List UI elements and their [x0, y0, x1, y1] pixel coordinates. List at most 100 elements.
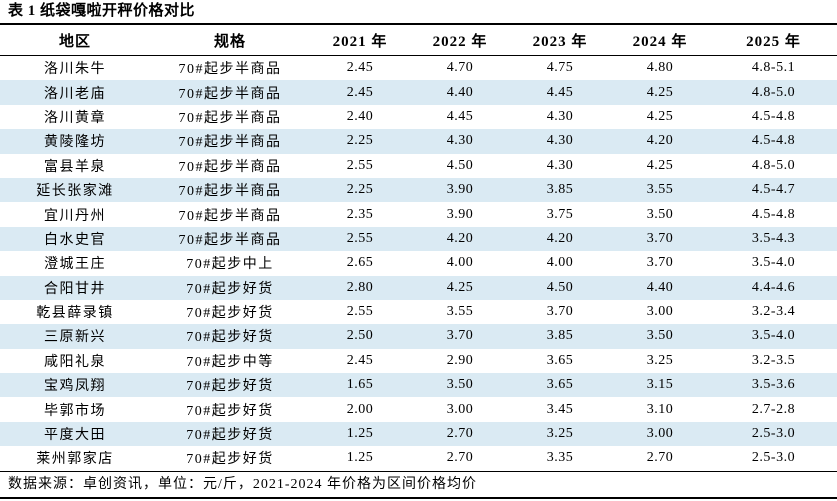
cell-region: 黄陵隆坊	[44, 135, 106, 151]
cell-price-2021: 2.55	[346, 304, 374, 320]
cell-price-2021: 2.55	[346, 157, 374, 173]
cell-spec: 70#起步半商品	[178, 208, 282, 224]
column-header-2025: 2025 年	[710, 24, 837, 56]
cell-price-2022: 4.30	[446, 133, 474, 149]
cell-region: 宜川丹州	[44, 208, 106, 224]
cell-region: 咸阳礼泉	[44, 354, 106, 370]
cell-price-2022: 3.90	[446, 182, 474, 198]
cell-price-2023: 3.65	[546, 377, 574, 393]
cell-region: 延长张家滩	[36, 184, 114, 200]
table-row: 三原新兴 70#起步好货 2.50 3.70 3.85 3.50 3.5-4.0	[0, 324, 837, 349]
cell-spec: 70#起步好货	[186, 330, 274, 346]
cell-spec: 70#起步好货	[186, 306, 274, 322]
cell-price-2024: 4.25	[646, 84, 674, 100]
cell-price-2023: 3.85	[546, 328, 574, 344]
cell-price-2025: 3.5-3.6	[751, 377, 796, 393]
cell-price-2025: 2.5-3.0	[751, 450, 796, 466]
cell-region: 乾县薛录镇	[36, 306, 114, 322]
cell-spec: 70#起步半商品	[178, 110, 282, 126]
column-header-2021: 2021 年	[310, 24, 410, 56]
cell-price-2024: 4.20	[646, 133, 674, 149]
cell-region: 洛川朱牛	[44, 62, 106, 78]
cell-region: 白水史官	[44, 232, 106, 248]
cell-price-2022: 3.55	[446, 304, 474, 320]
cell-price-2023: 4.50	[546, 279, 574, 295]
cell-price-2023: 3.25	[546, 426, 574, 442]
cell-spec: 70#起步半商品	[178, 62, 282, 78]
cell-price-2025: 4.8-5.0	[751, 84, 796, 100]
cell-price-2022: 2.90	[446, 352, 474, 368]
cell-spec: 70#起步半商品	[178, 184, 282, 200]
cell-price-2023: 3.75	[546, 206, 574, 222]
table-row: 澄城王庄 70#起步中上 2.65 4.00 4.00 3.70 3.5-4.0	[0, 251, 837, 275]
cell-price-2021: 2.65	[346, 255, 374, 271]
cell-price-2025: 3.5-4.0	[751, 328, 796, 344]
table-row: 毕郭市场 70#起步好货 2.00 3.00 3.45 3.10 2.7-2.8	[0, 397, 837, 421]
table-header-row: 地区 规格 2021 年 2022 年 2023 年 2024 年 2025 年	[0, 24, 837, 56]
table-header: 地区 规格 2021 年 2022 年 2023 年 2024 年 2025 年	[0, 24, 837, 56]
cell-price-2025: 4.8-5.1	[751, 60, 796, 76]
cell-price-2022: 4.20	[446, 230, 474, 246]
cell-price-2024: 3.10	[646, 401, 674, 417]
cell-price-2021: 2.35	[346, 206, 374, 222]
cell-region: 洛川老庙	[44, 86, 106, 102]
column-header-2023: 2023 年	[510, 24, 610, 56]
cell-price-2024: 3.15	[646, 377, 674, 393]
cell-price-2021: 1.25	[346, 450, 374, 466]
cell-price-2025: 2.5-3.0	[751, 426, 796, 442]
cell-price-2021: 2.45	[346, 84, 374, 100]
cell-spec: 70#起步好货	[186, 428, 274, 444]
cell-spec: 70#起步半商品	[178, 135, 282, 151]
cell-price-2025: 4.4-4.6	[751, 279, 796, 295]
cell-price-2023: 4.30	[546, 108, 574, 124]
cell-price-2024: 3.00	[646, 426, 674, 442]
cell-price-2023: 3.35	[546, 450, 574, 466]
cell-price-2024: 3.00	[646, 304, 674, 320]
cell-price-2022: 3.50	[446, 377, 474, 393]
data-source-note: 数据来源：卓创资讯，单位：元/斤，2021-2024 年价格为区间价格均价	[0, 470, 837, 499]
cell-price-2025: 3.2-3.5	[751, 352, 796, 368]
cell-price-2024: 3.50	[646, 328, 674, 344]
cell-price-2025: 3.2-3.4	[751, 304, 796, 320]
cell-price-2021: 2.55	[346, 230, 374, 246]
table-row: 洛川黄章 70#起步半商品 2.40 4.45 4.30 4.25 4.5-4.8	[0, 105, 837, 129]
cell-spec: 70#起步好货	[186, 379, 274, 395]
cell-region: 莱州郭家店	[36, 452, 114, 468]
cell-price-2025: 3.5-4.3	[751, 230, 796, 246]
cell-price-2024: 3.70	[646, 255, 674, 271]
cell-price-2022: 3.00	[446, 401, 474, 417]
cell-price-2023: 3.65	[546, 352, 574, 368]
cell-price-2022: 2.70	[446, 426, 474, 442]
table-title: 表 1 纸袋嘎啦开秤价格对比	[8, 3, 196, 19]
table-row: 宝鸡凤翔 70#起步好货 1.65 3.50 3.65 3.15 3.5-3.6	[0, 373, 837, 398]
cell-price-2023: 4.00	[546, 255, 574, 271]
cell-price-2022: 4.50	[446, 157, 474, 173]
cell-price-2023: 4.30	[546, 157, 574, 173]
cell-price-2021: 2.00	[346, 401, 374, 417]
column-header-region: 地区	[0, 24, 150, 56]
cell-price-2023: 4.75	[546, 60, 574, 76]
cell-price-2025: 4.5-4.8	[751, 133, 796, 149]
cell-spec: 70#起步半商品	[178, 86, 282, 102]
cell-price-2025: 2.7-2.8	[751, 401, 796, 417]
cell-region: 富县羊泉	[44, 159, 106, 175]
cell-spec: 70#起步好货	[186, 281, 274, 297]
cell-price-2024: 3.70	[646, 230, 674, 246]
cell-price-2021: 2.40	[346, 108, 374, 124]
cell-price-2022: 4.70	[446, 60, 474, 76]
table-body: 洛川朱牛 70#起步半商品 2.45 4.70 4.75 4.80 4.8-5.1 洛川老庙 7…	[0, 56, 837, 471]
table-row: 富县羊泉 70#起步半商品 2.55 4.50 4.30 4.25 4.8-5.0	[0, 154, 837, 178]
cell-price-2022: 4.00	[446, 255, 474, 271]
cell-price-2021: 2.25	[346, 133, 374, 149]
cell-price-2022: 2.70	[446, 450, 474, 466]
cell-spec: 70#起步半商品	[178, 159, 282, 175]
cell-price-2025: 4.5-4.8	[751, 108, 796, 124]
cell-price-2024: 3.55	[646, 182, 674, 198]
price-table: 地区 规格 2021 年 2022 年 2023 年 2024 年 2025 年…	[0, 23, 837, 471]
cell-region: 澄城王庄	[44, 257, 106, 273]
table-row: 乾县薛录镇 70#起步好货 2.55 3.55 3.70 3.00 3.2-3.4	[0, 300, 837, 324]
column-header-2022: 2022 年	[410, 24, 510, 56]
cell-price-2022: 3.70	[446, 328, 474, 344]
table-row: 延长张家滩 70#起步半商品 2.25 3.90 3.85 3.55 4.5-4.7	[0, 177, 837, 203]
column-header-2024: 2024 年	[610, 24, 710, 56]
